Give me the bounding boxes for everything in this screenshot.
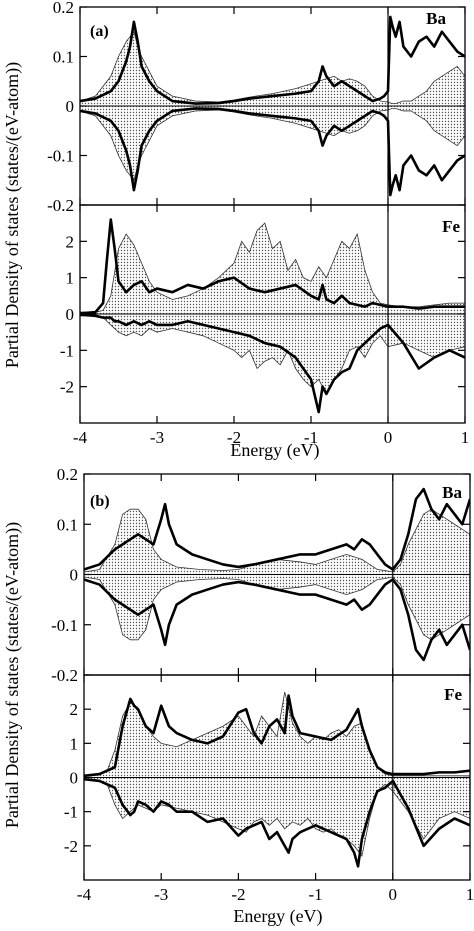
bold-pdos-down	[84, 777, 470, 868]
y-tick-label: 0	[70, 566, 79, 585]
y-tick-label: 1	[66, 269, 75, 288]
shaded-pdos-up	[80, 222, 465, 315]
y-tick-label: -0.2	[47, 196, 74, 215]
x-tick-label: -3	[150, 428, 164, 447]
bold-pdos-up	[80, 218, 465, 315]
y-tick-label: 2	[70, 700, 79, 719]
shaded-pdos-down	[84, 574, 470, 641]
y-tick-label: -2	[60, 378, 74, 397]
y-axis-label-b: Partial Density of states (states/(eV-at…	[2, 522, 23, 828]
y-tick-label: 0.2	[53, 0, 74, 17]
y-tick-label: -2	[64, 837, 78, 856]
bold-pdos-up	[80, 15, 465, 105]
panel-b-fe: 2 1 0 -1 -2 -4 -3 -2 -1 0 1	[64, 674, 474, 904]
y-tick-label: -1	[64, 803, 78, 822]
x-tick-label: -1	[304, 428, 318, 447]
x-tick-label: 0	[389, 885, 398, 904]
bold-pdos-up	[84, 487, 470, 571]
bold-pdos-down	[80, 107, 465, 197]
x-axis-label-a: Energy (eV)	[230, 440, 319, 461]
panel-label-a: (a)	[90, 23, 109, 40]
shaded-pdos-up	[84, 508, 470, 575]
x-tick-label: -1	[309, 885, 323, 904]
bold-pdos-down	[80, 313, 465, 414]
y-tick-label: -0.1	[51, 616, 78, 635]
panel-a-ba: 0.2 0.1 0 -0.1 -0.2	[47, 0, 466, 215]
y-tick-label: 0	[66, 305, 75, 324]
y-tick-label: -0.1	[47, 147, 74, 166]
element-label-a-fe: Fe	[442, 217, 460, 236]
y-axis-label-a: Partial Density of states (states/(eV-at…	[2, 62, 23, 368]
y-tick-label: 0	[70, 769, 79, 788]
x-tick-label: -3	[154, 885, 168, 904]
bold-pdos-down	[84, 578, 470, 662]
y-tick-label: -0.2	[51, 666, 78, 685]
y-tick-label: 0.1	[57, 515, 78, 534]
panel-b-ba: 0.2 0.1 0 -0.1 -0.2	[51, 465, 471, 685]
panel-label-b: (b)	[90, 493, 110, 510]
element-label-b-ba: Ba	[442, 483, 462, 502]
y-tick-label: 2	[66, 232, 75, 251]
panel-a-fe: 2 1 0 -1 -2 -4 -3 -2 -1 0 1	[60, 204, 470, 447]
y-tick-label: 0.1	[53, 48, 74, 67]
y-tick-label: -1	[60, 341, 74, 360]
y-tick-label: 0.2	[57, 465, 78, 484]
element-label-a-ba: Ba	[426, 9, 446, 28]
x-axis-label-b: Energy (eV)	[233, 906, 322, 927]
x-tick-label: -2	[231, 885, 245, 904]
y-tick-label: 0	[66, 97, 75, 116]
x-tick-label: -4	[77, 885, 92, 904]
shaded-pdos-up	[84, 691, 470, 778]
x-tick-label: -2	[227, 428, 241, 447]
x-tick-label: 1	[466, 885, 474, 904]
bold-pdos-up	[84, 694, 470, 778]
x-tick-label: -4	[73, 428, 88, 447]
y-tick-label: 1	[70, 734, 79, 753]
element-label-b-fe: Fe	[444, 685, 462, 704]
x-tick-label: 0	[384, 428, 393, 447]
shaded-pdos-down	[80, 313, 465, 395]
x-tick-label: 1	[461, 428, 470, 447]
